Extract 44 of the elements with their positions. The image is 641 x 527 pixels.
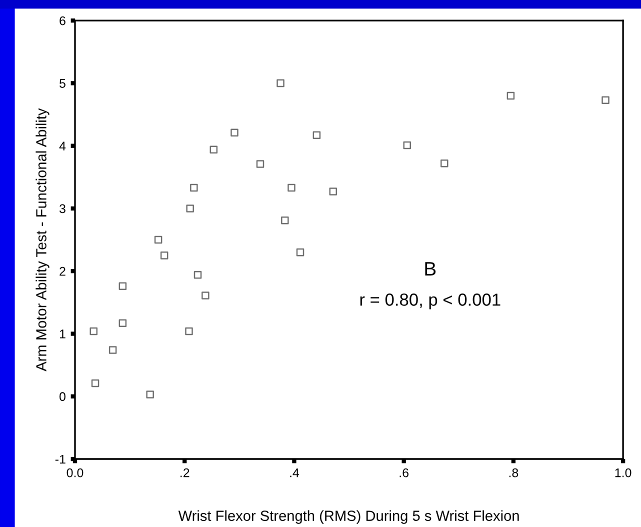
y-tick-label: 1 [60, 330, 66, 338]
y-tick-label: 3 [59, 204, 66, 214]
point [403, 141, 411, 150]
point [329, 188, 338, 196]
point [230, 128, 238, 137]
x-tick-label: .2 [180, 468, 190, 478]
point [190, 184, 198, 192]
point [91, 379, 100, 388]
y-axis-title: Arm Motor Ability Test - Functional Ability [36, 108, 50, 372]
y-tick-label: 5 [60, 79, 66, 88]
point [185, 327, 193, 336]
point [154, 236, 162, 244]
point [186, 204, 194, 212]
y-tick-label: 0 [60, 392, 66, 402]
x-tick-label: 0.0 [66, 468, 84, 478]
point [440, 159, 448, 168]
x-tick-label: .8 [509, 468, 518, 478]
point [108, 346, 117, 354]
point [160, 252, 168, 260]
point [506, 92, 515, 100]
x-tick-label: 1.0 [615, 468, 632, 478]
point [256, 160, 264, 168]
point [90, 327, 98, 336]
x-axis-title: Wrist Flexor Strength (RMS) During 5 s Wrist Flexion [178, 510, 519, 524]
point [118, 319, 127, 327]
point [296, 248, 304, 256]
y-tick-label: 6 [60, 16, 66, 26]
point [288, 184, 296, 192]
x-tick-label: .6 [400, 468, 408, 478]
point [281, 216, 289, 224]
point [602, 96, 610, 104]
y-tick-label: 4 [59, 142, 66, 150]
y-tick-label: 2 [60, 266, 66, 276]
point [118, 282, 127, 290]
point [312, 131, 321, 140]
point [146, 390, 154, 398]
point [210, 146, 218, 154]
point [202, 292, 210, 300]
point [276, 79, 284, 88]
annotation: B [425, 262, 436, 276]
annotation: r = 0.80, p < 0.001 [360, 294, 500, 310]
x-tick-label: .4 [290, 468, 300, 478]
point [194, 270, 202, 279]
y-tick-label: -1 [55, 454, 66, 464]
